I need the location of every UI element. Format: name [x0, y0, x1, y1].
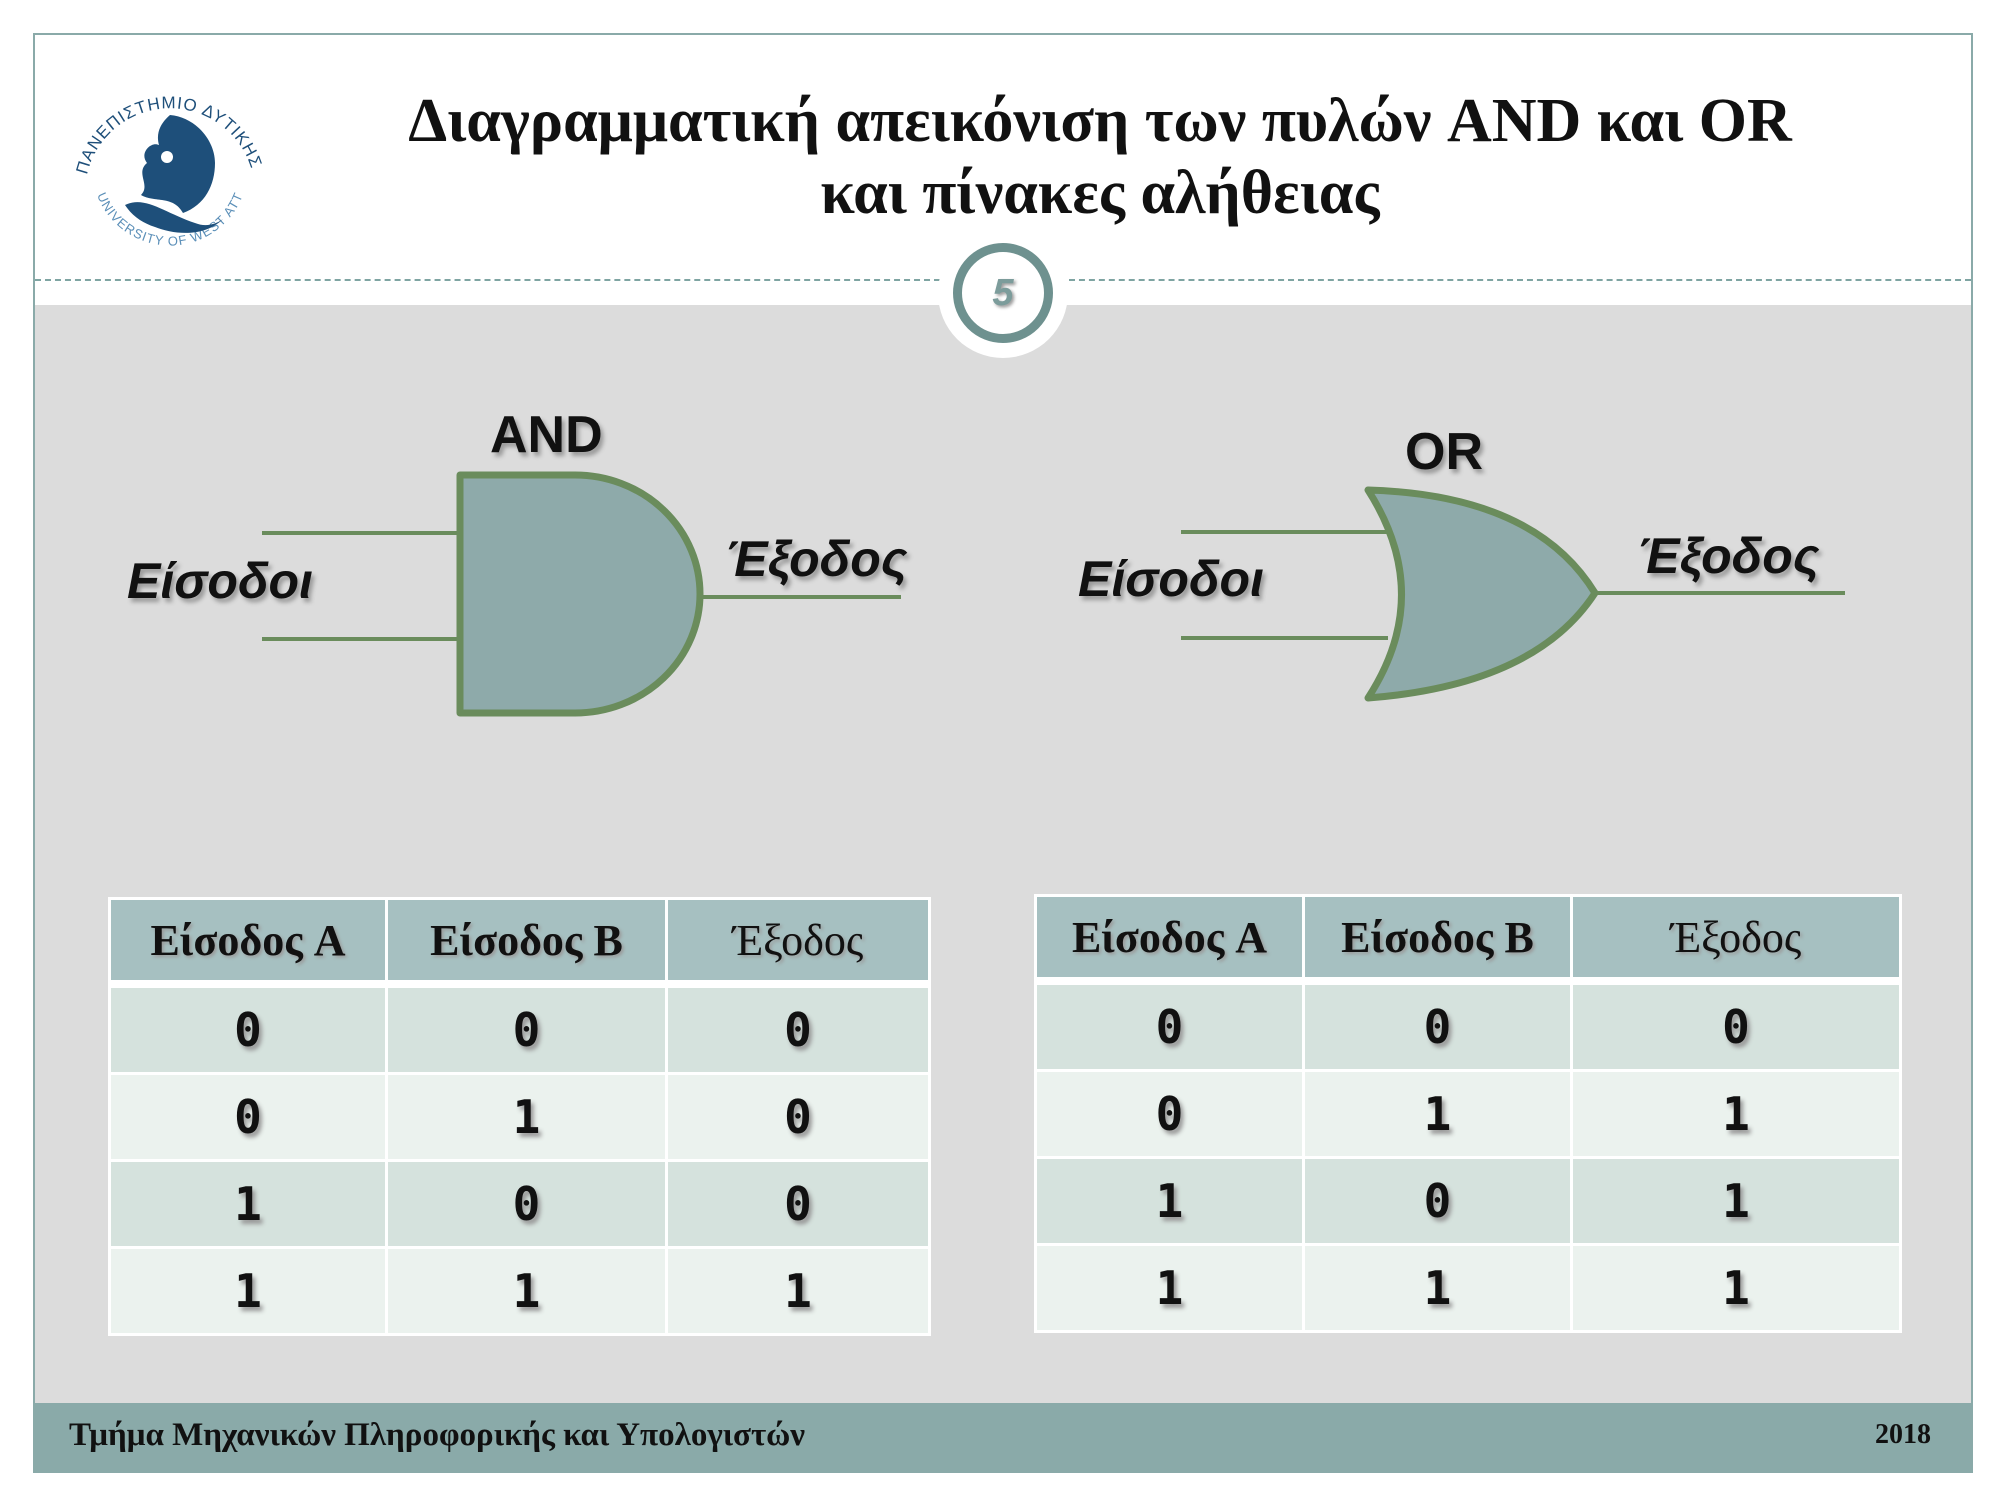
table-header-row: Είσοδος A Είσοδος B Έξοδος	[108, 897, 931, 988]
table-row: 1 0 0	[108, 1159, 931, 1249]
footer-year: 2018	[1875, 1419, 1931, 1450]
table-cell: 1	[1034, 1156, 1305, 1246]
table-cell: 0	[108, 1072, 388, 1162]
table-row: 1 1 1	[1034, 1243, 1902, 1333]
table-cell: 1	[665, 1246, 931, 1336]
or-gate	[1181, 486, 1845, 702]
table-cell: 1	[1570, 1156, 1902, 1246]
table-cell: 1	[1302, 1243, 1573, 1333]
column-header: Έξοδος	[665, 897, 931, 988]
table-cell: 1	[1302, 1069, 1573, 1159]
slide-footer: Τμήμα Μηχανικών Πληροφορικής και Υπολογι…	[35, 1403, 1971, 1471]
title-line-2: και πίνακες αλήθειας	[820, 159, 1380, 227]
column-header: Είσοδος A	[108, 897, 388, 988]
title-line-1: Διαγραμματική απεικόνιση των πυλών AND κ…	[408, 87, 1792, 155]
and-truth-table: Είσοδος A Είσοδος B Έξοδος 0 0 0 0 1 0 1…	[108, 897, 931, 1336]
column-header: Έξοδος	[1570, 894, 1902, 985]
header-divider-left	[35, 279, 940, 281]
table-row: 1 1 1	[108, 1246, 931, 1336]
table-row: 0 0 0	[108, 982, 931, 1075]
and-gate	[262, 471, 901, 717]
table-cell: 0	[665, 1159, 931, 1249]
page-number: 5	[992, 271, 1014, 314]
column-header: Είσοδος A	[1034, 894, 1305, 985]
or-truth-table: Είσοδος A Είσοδος B Έξοδος 0 0 0 0 1 1 1…	[1034, 894, 1902, 1333]
table-cell: 0	[1302, 979, 1573, 1072]
table-cell: 0	[665, 1072, 931, 1162]
or-inputs-label: Είσοδοι	[1078, 551, 1264, 607]
and-gate-label: AND	[490, 406, 603, 464]
table-cell: 0	[665, 982, 931, 1075]
page-number-badge: 5	[953, 243, 1053, 343]
table-row: 0 1 0	[108, 1072, 931, 1162]
footer-department: Τμήμα Μηχανικών Πληροφορικής και Υπολογι…	[69, 1417, 806, 1453]
university-logo-icon: ΠΑΝΕΠΙΣΤΗΜΙΟ ΔΥΤΙΚΗΣ ΑΤΤΙΚΗΣ UNIVERSITY …	[55, 45, 266, 249]
and-inputs-label: Είσοδοι	[127, 553, 313, 609]
column-header: Είσοδος B	[385, 897, 668, 988]
table-cell: 1	[385, 1246, 668, 1336]
column-header: Είσοδος B	[1302, 894, 1573, 985]
and-output-label: Έξοδος	[725, 531, 908, 587]
page-title: Διαγραμματική απεικόνιση των πυλών AND κ…	[245, 85, 1955, 229]
or-output-label: Έξοδος	[1637, 528, 1820, 584]
table-cell: 0	[1034, 979, 1305, 1072]
table-row: 0 0 0	[1034, 979, 1902, 1072]
table-cell: 0	[1034, 1069, 1305, 1159]
table-cell: 1	[108, 1246, 388, 1336]
table-cell: 1	[385, 1072, 668, 1162]
gates-diagram	[262, 471, 1845, 717]
or-gate-body	[1364, 486, 1599, 702]
or-gate-label: OR	[1405, 423, 1483, 481]
table-cell: 0	[1570, 979, 1902, 1072]
table-row: 0 1 1	[1034, 1069, 1902, 1159]
table-cell: 1	[1570, 1069, 1902, 1159]
table-cell: 1	[108, 1159, 388, 1249]
table-cell: 1	[1034, 1243, 1305, 1333]
table-row: 1 0 1	[1034, 1156, 1902, 1246]
table-cell: 0	[108, 982, 388, 1075]
table-header-row: Είσοδος A Είσοδος B Έξοδος	[1034, 894, 1902, 985]
table-cell: 0	[1302, 1156, 1573, 1246]
slide: ΠΑΝΕΠΙΣΤΗΜΙΟ ΔΥΤΙΚΗΣ ΑΤΤΙΚΗΣ UNIVERSITY …	[33, 33, 1973, 1473]
table-cell: 0	[385, 982, 668, 1075]
table-cell: 0	[385, 1159, 668, 1249]
and-gate-body	[456, 471, 704, 717]
header-divider-right	[1069, 279, 1971, 281]
table-cell: 1	[1570, 1243, 1902, 1333]
